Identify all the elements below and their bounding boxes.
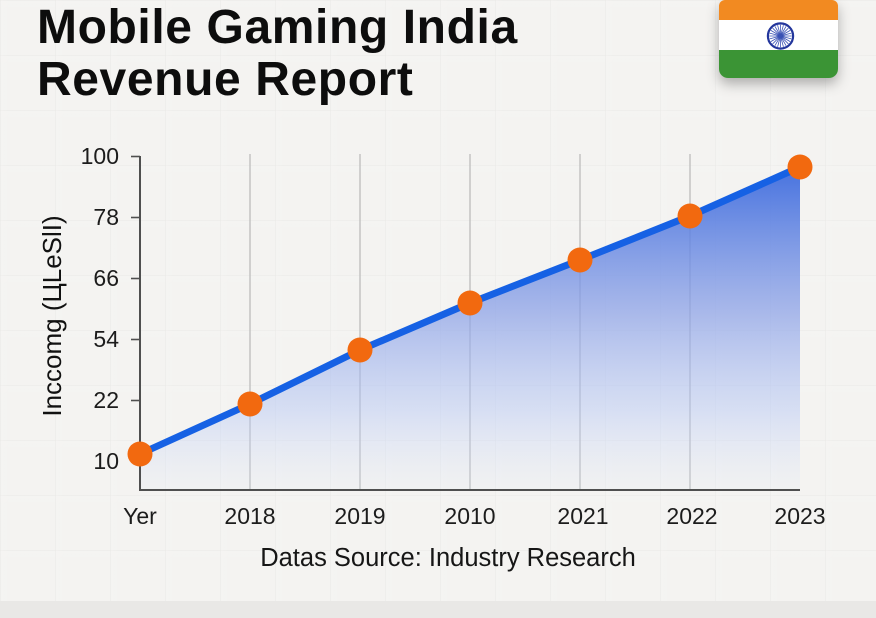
- svg-text:2022: 2022: [666, 503, 717, 529]
- svg-text:54: 54: [93, 326, 119, 352]
- svg-text:2021: 2021: [557, 503, 608, 529]
- svg-text:2019: 2019: [334, 503, 385, 529]
- svg-text:100: 100: [81, 143, 119, 169]
- svg-text:78: 78: [93, 204, 119, 230]
- svg-text:2023: 2023: [774, 503, 825, 529]
- svg-text:Yer: Yer: [123, 503, 157, 529]
- svg-text:22: 22: [93, 387, 119, 413]
- svg-text:10: 10: [93, 448, 119, 474]
- svg-text:2018: 2018: [224, 503, 275, 529]
- svg-text:Datas Source: Industry Researc: Datas Source: Industry Research: [260, 544, 636, 572]
- svg-text:66: 66: [93, 265, 119, 291]
- svg-text:Inccomg (ЦLeSlI): Inccomg (ЦLeSlI): [37, 215, 67, 416]
- svg-text:2010: 2010: [444, 503, 495, 529]
